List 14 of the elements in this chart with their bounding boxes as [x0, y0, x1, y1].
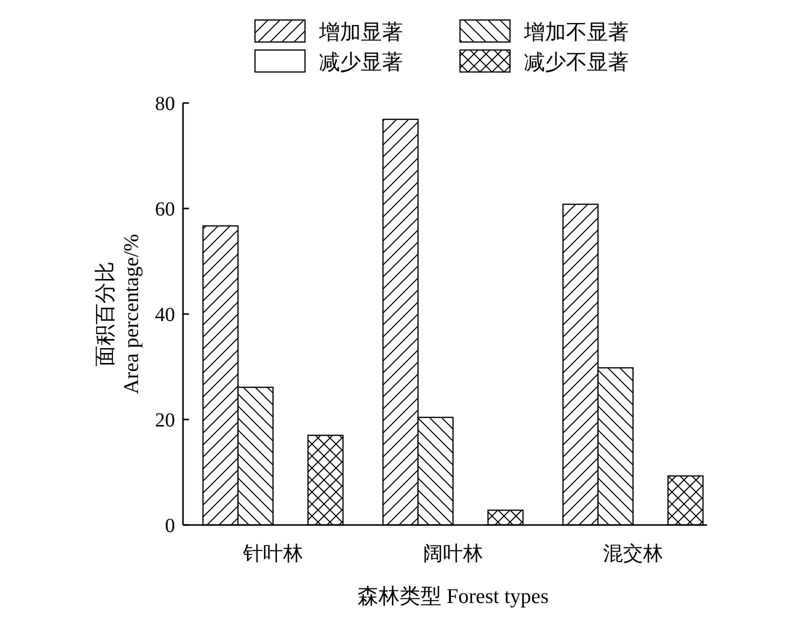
- y-tick-label: 0: [165, 515, 175, 537]
- x-axis-title: 森林类型 Forest types: [357, 584, 549, 608]
- y-axis-title: 面积百分比 Area percentage/%: [93, 234, 143, 394]
- y-tick-label: 80: [155, 93, 175, 115]
- legend-label: 增加不显著: [523, 20, 629, 44]
- y-tick-label: 60: [155, 198, 175, 220]
- legend-label: 增加显著: [318, 20, 403, 44]
- x-tick-label: 混交林: [603, 543, 663, 565]
- y-tick-label: 40: [155, 304, 175, 326]
- y-tick-label: 20: [155, 410, 175, 432]
- x-tick-label: 针叶林: [242, 543, 303, 565]
- legend-label: 减少不显著: [524, 50, 629, 74]
- x-tick-label: 阔叶林: [423, 543, 483, 565]
- legend-label: 减少显著: [319, 50, 403, 74]
